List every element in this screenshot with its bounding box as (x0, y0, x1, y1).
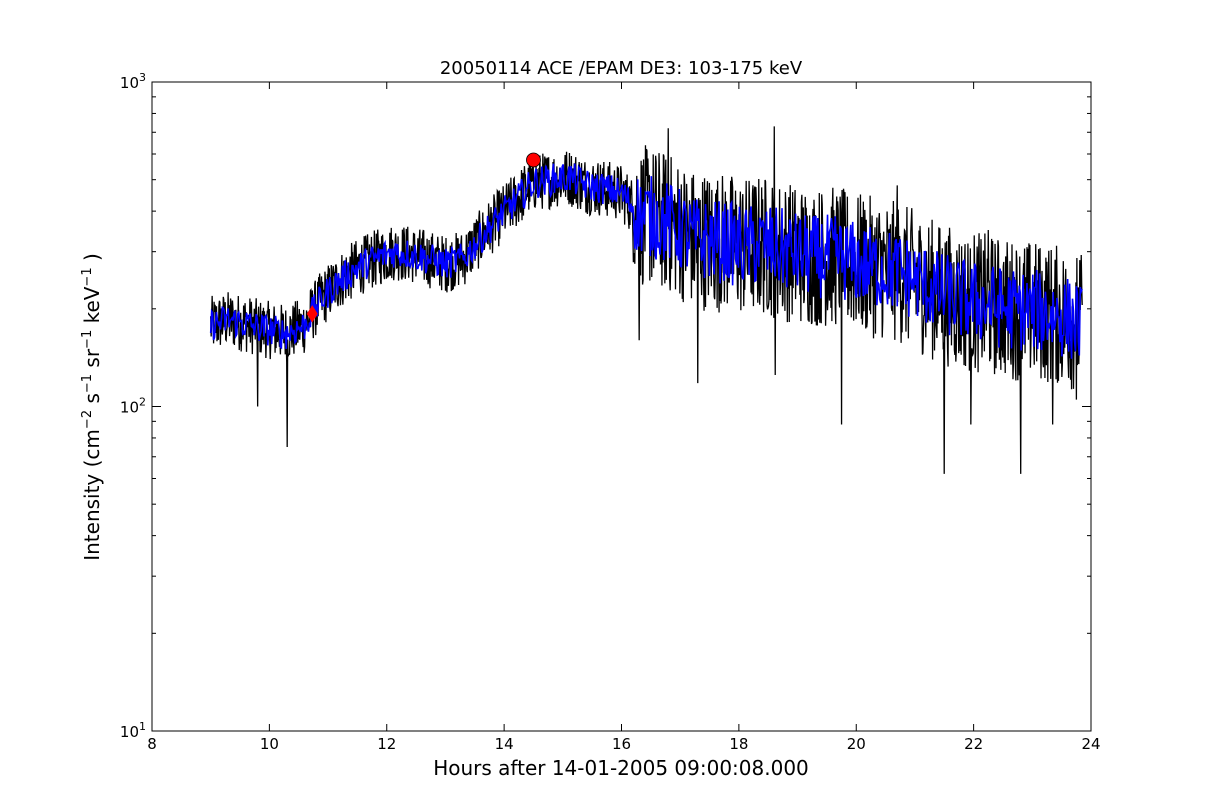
x-tick-label: 22 (964, 735, 983, 753)
x-tick-label: 12 (377, 735, 396, 753)
x-tick-label: 14 (495, 735, 514, 753)
onset-diamond-marker (306, 305, 318, 323)
series-smoothed-line (209, 163, 1083, 359)
x-tick-label: 20 (847, 735, 866, 753)
x-axis-ticks: 8 10 12 14 16 18 20 22 24 (147, 82, 1101, 753)
peak-circle-marker (526, 152, 541, 168)
x-tick-label: 8 (147, 735, 157, 753)
x-tick-label: 24 (1081, 735, 1100, 753)
y-axis-ticks: 101 102 103 (120, 71, 1091, 741)
plot-area (151, 81, 1092, 732)
x-tick-label: 10 (260, 735, 279, 753)
x-tick-label: 16 (612, 735, 631, 753)
chart-title: 20050114 ACE /EPAM DE3: 103-175 keV (440, 58, 803, 79)
x-axis-label: Hours after 14-01-2005 09:00:08.000 (433, 756, 809, 780)
y-axis-label: Intensity (cm−2 s−1 sr−1 keV−1 ) (80, 253, 104, 561)
y-tick-label: 103 (120, 71, 146, 92)
series-raw-line (210, 126, 1083, 474)
series-layer (209, 126, 1083, 474)
y-tick-label: 102 (120, 396, 146, 417)
x-tick-label: 18 (729, 735, 748, 753)
y-tick-label: 101 (120, 720, 146, 741)
marker-layer (306, 152, 541, 323)
